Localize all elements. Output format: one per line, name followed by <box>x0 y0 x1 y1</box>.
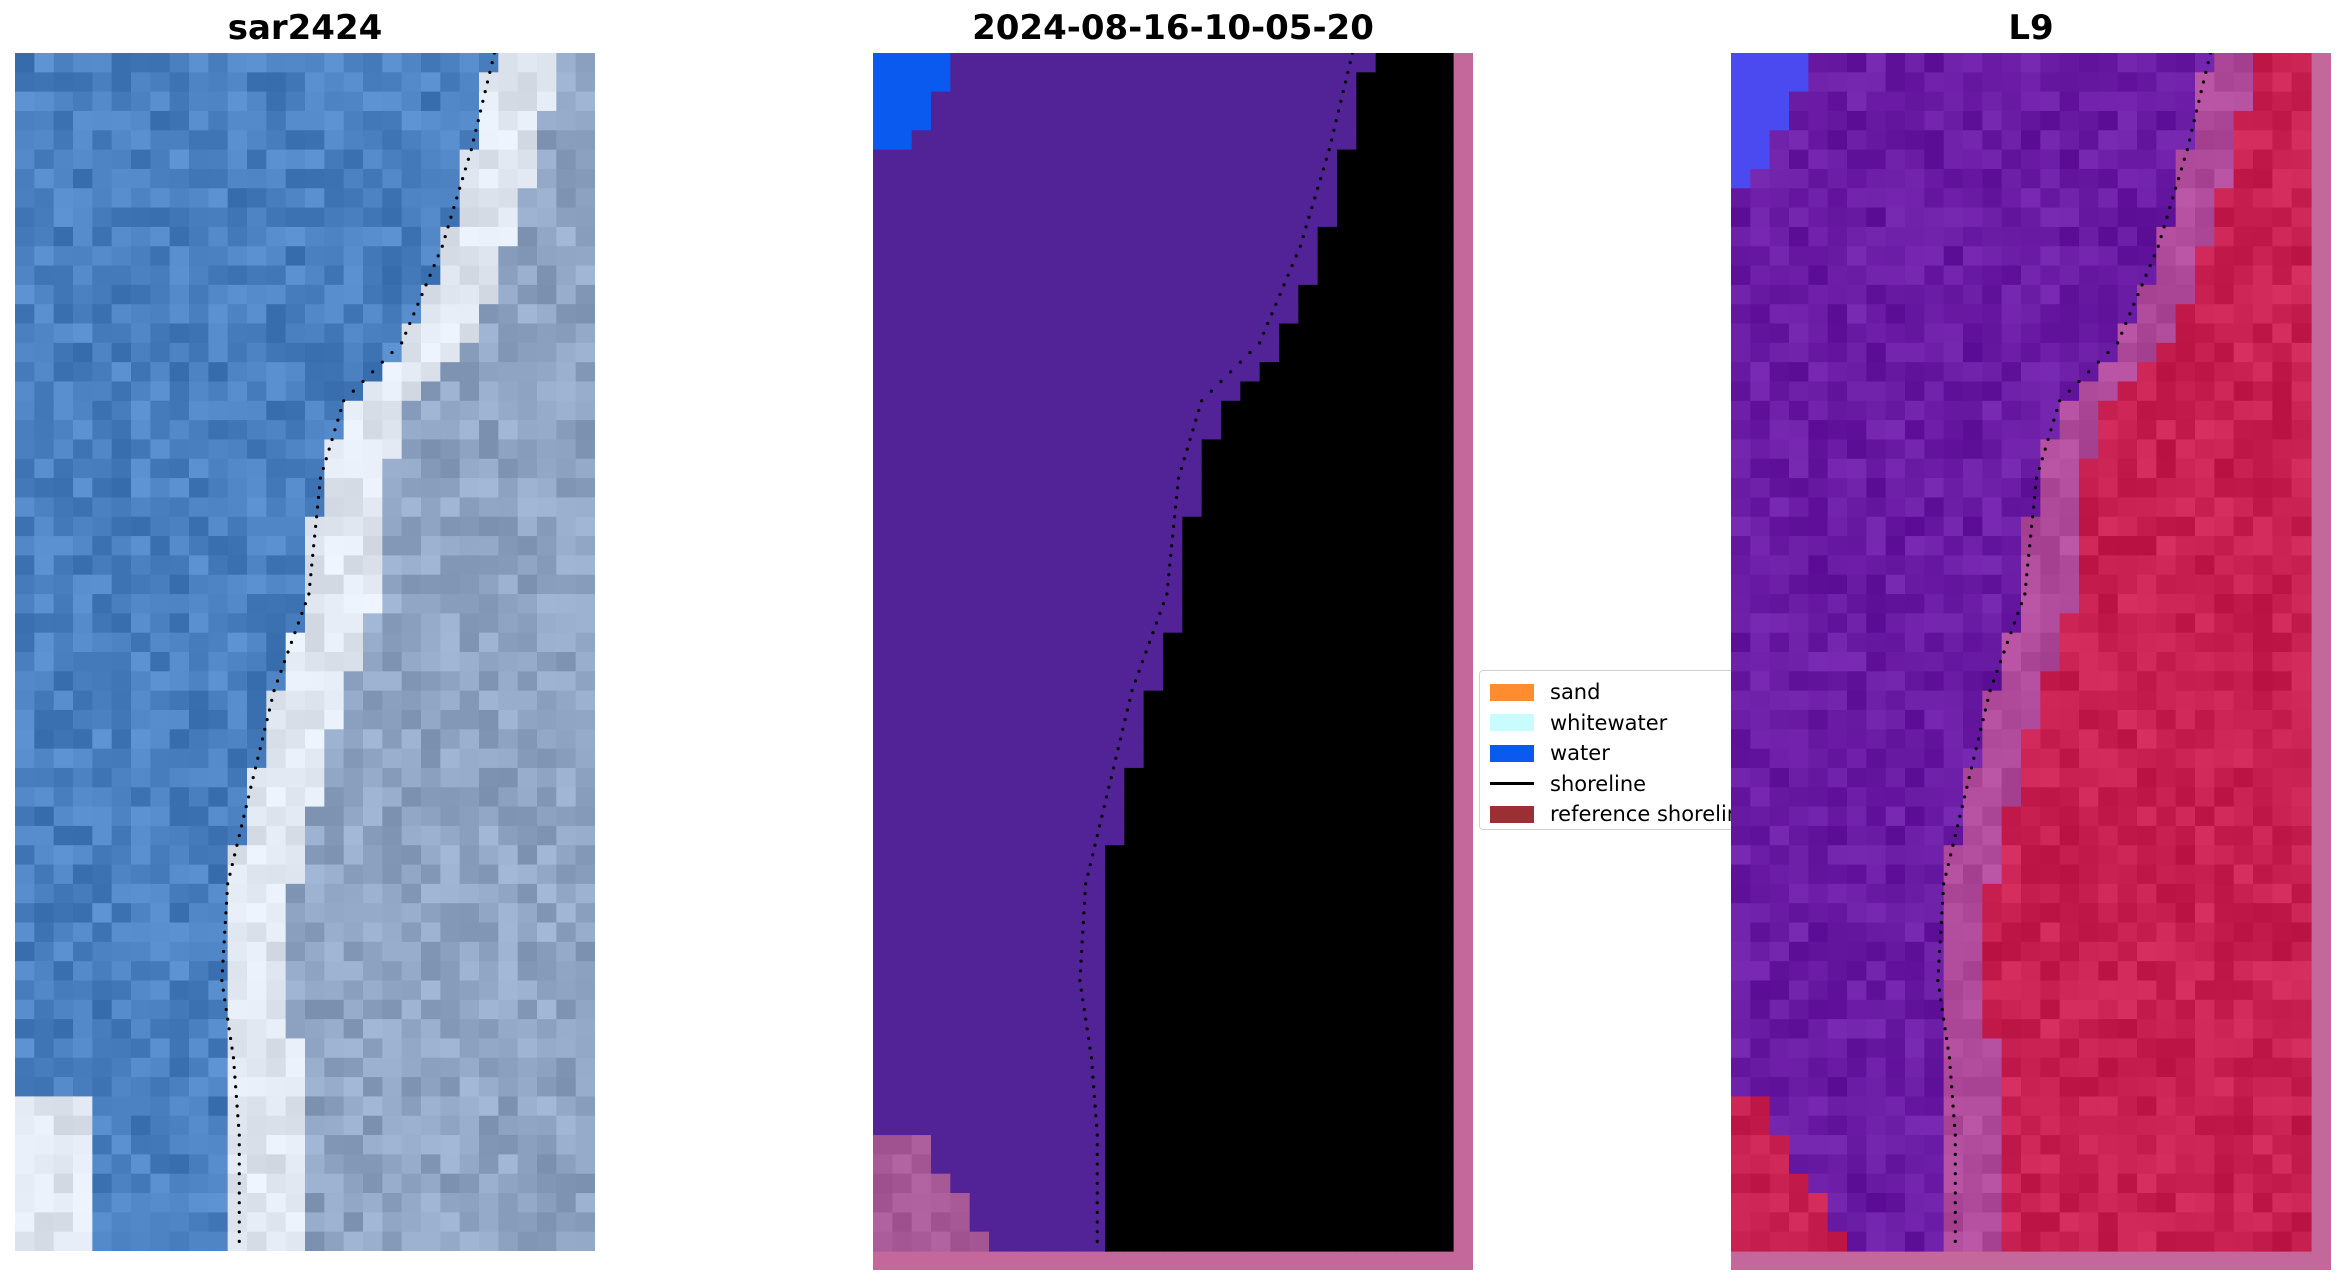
legend: sand whitewater water shoreline referenc… <box>1479 670 1751 830</box>
legend-item-sand: sand <box>1490 677 1750 708</box>
mndwi-image <box>1731 53 2331 1270</box>
shoreline-line-swatch <box>1490 775 1534 792</box>
legend-label-reference-shoreline: reference shoreline <box>1550 802 1751 827</box>
panel-title-rgb: sar2424 <box>227 8 383 48</box>
classified-image <box>873 53 1473 1270</box>
classified-image-panel <box>873 53 1473 1270</box>
sand-swatch <box>1490 683 1534 701</box>
legend-label-water: water <box>1550 741 1610 766</box>
legend-label-whitewater: whitewater <box>1550 710 1668 735</box>
rgb-image-panel <box>15 53 595 1251</box>
legend-item-reference-shoreline: reference shoreline <box>1490 799 1751 829</box>
panel-title-classified: 2024-08-16-10-05-20 <box>972 8 1374 48</box>
water-swatch <box>1490 744 1534 762</box>
legend-label-shoreline: shoreline <box>1550 771 1647 796</box>
mndwi-image-panel <box>1731 53 2331 1270</box>
legend-item-shoreline: shoreline <box>1490 769 1750 800</box>
reference-shoreline-swatch <box>1490 805 1534 823</box>
rgb-satellite-image <box>15 53 595 1251</box>
legend-label-sand: sand <box>1550 680 1601 705</box>
legend-item-water: water <box>1490 738 1750 769</box>
panel-title-mndwi: L9 <box>2008 8 2054 48</box>
legend-item-whitewater: whitewater <box>1490 708 1750 739</box>
whitewater-swatch <box>1490 714 1534 732</box>
